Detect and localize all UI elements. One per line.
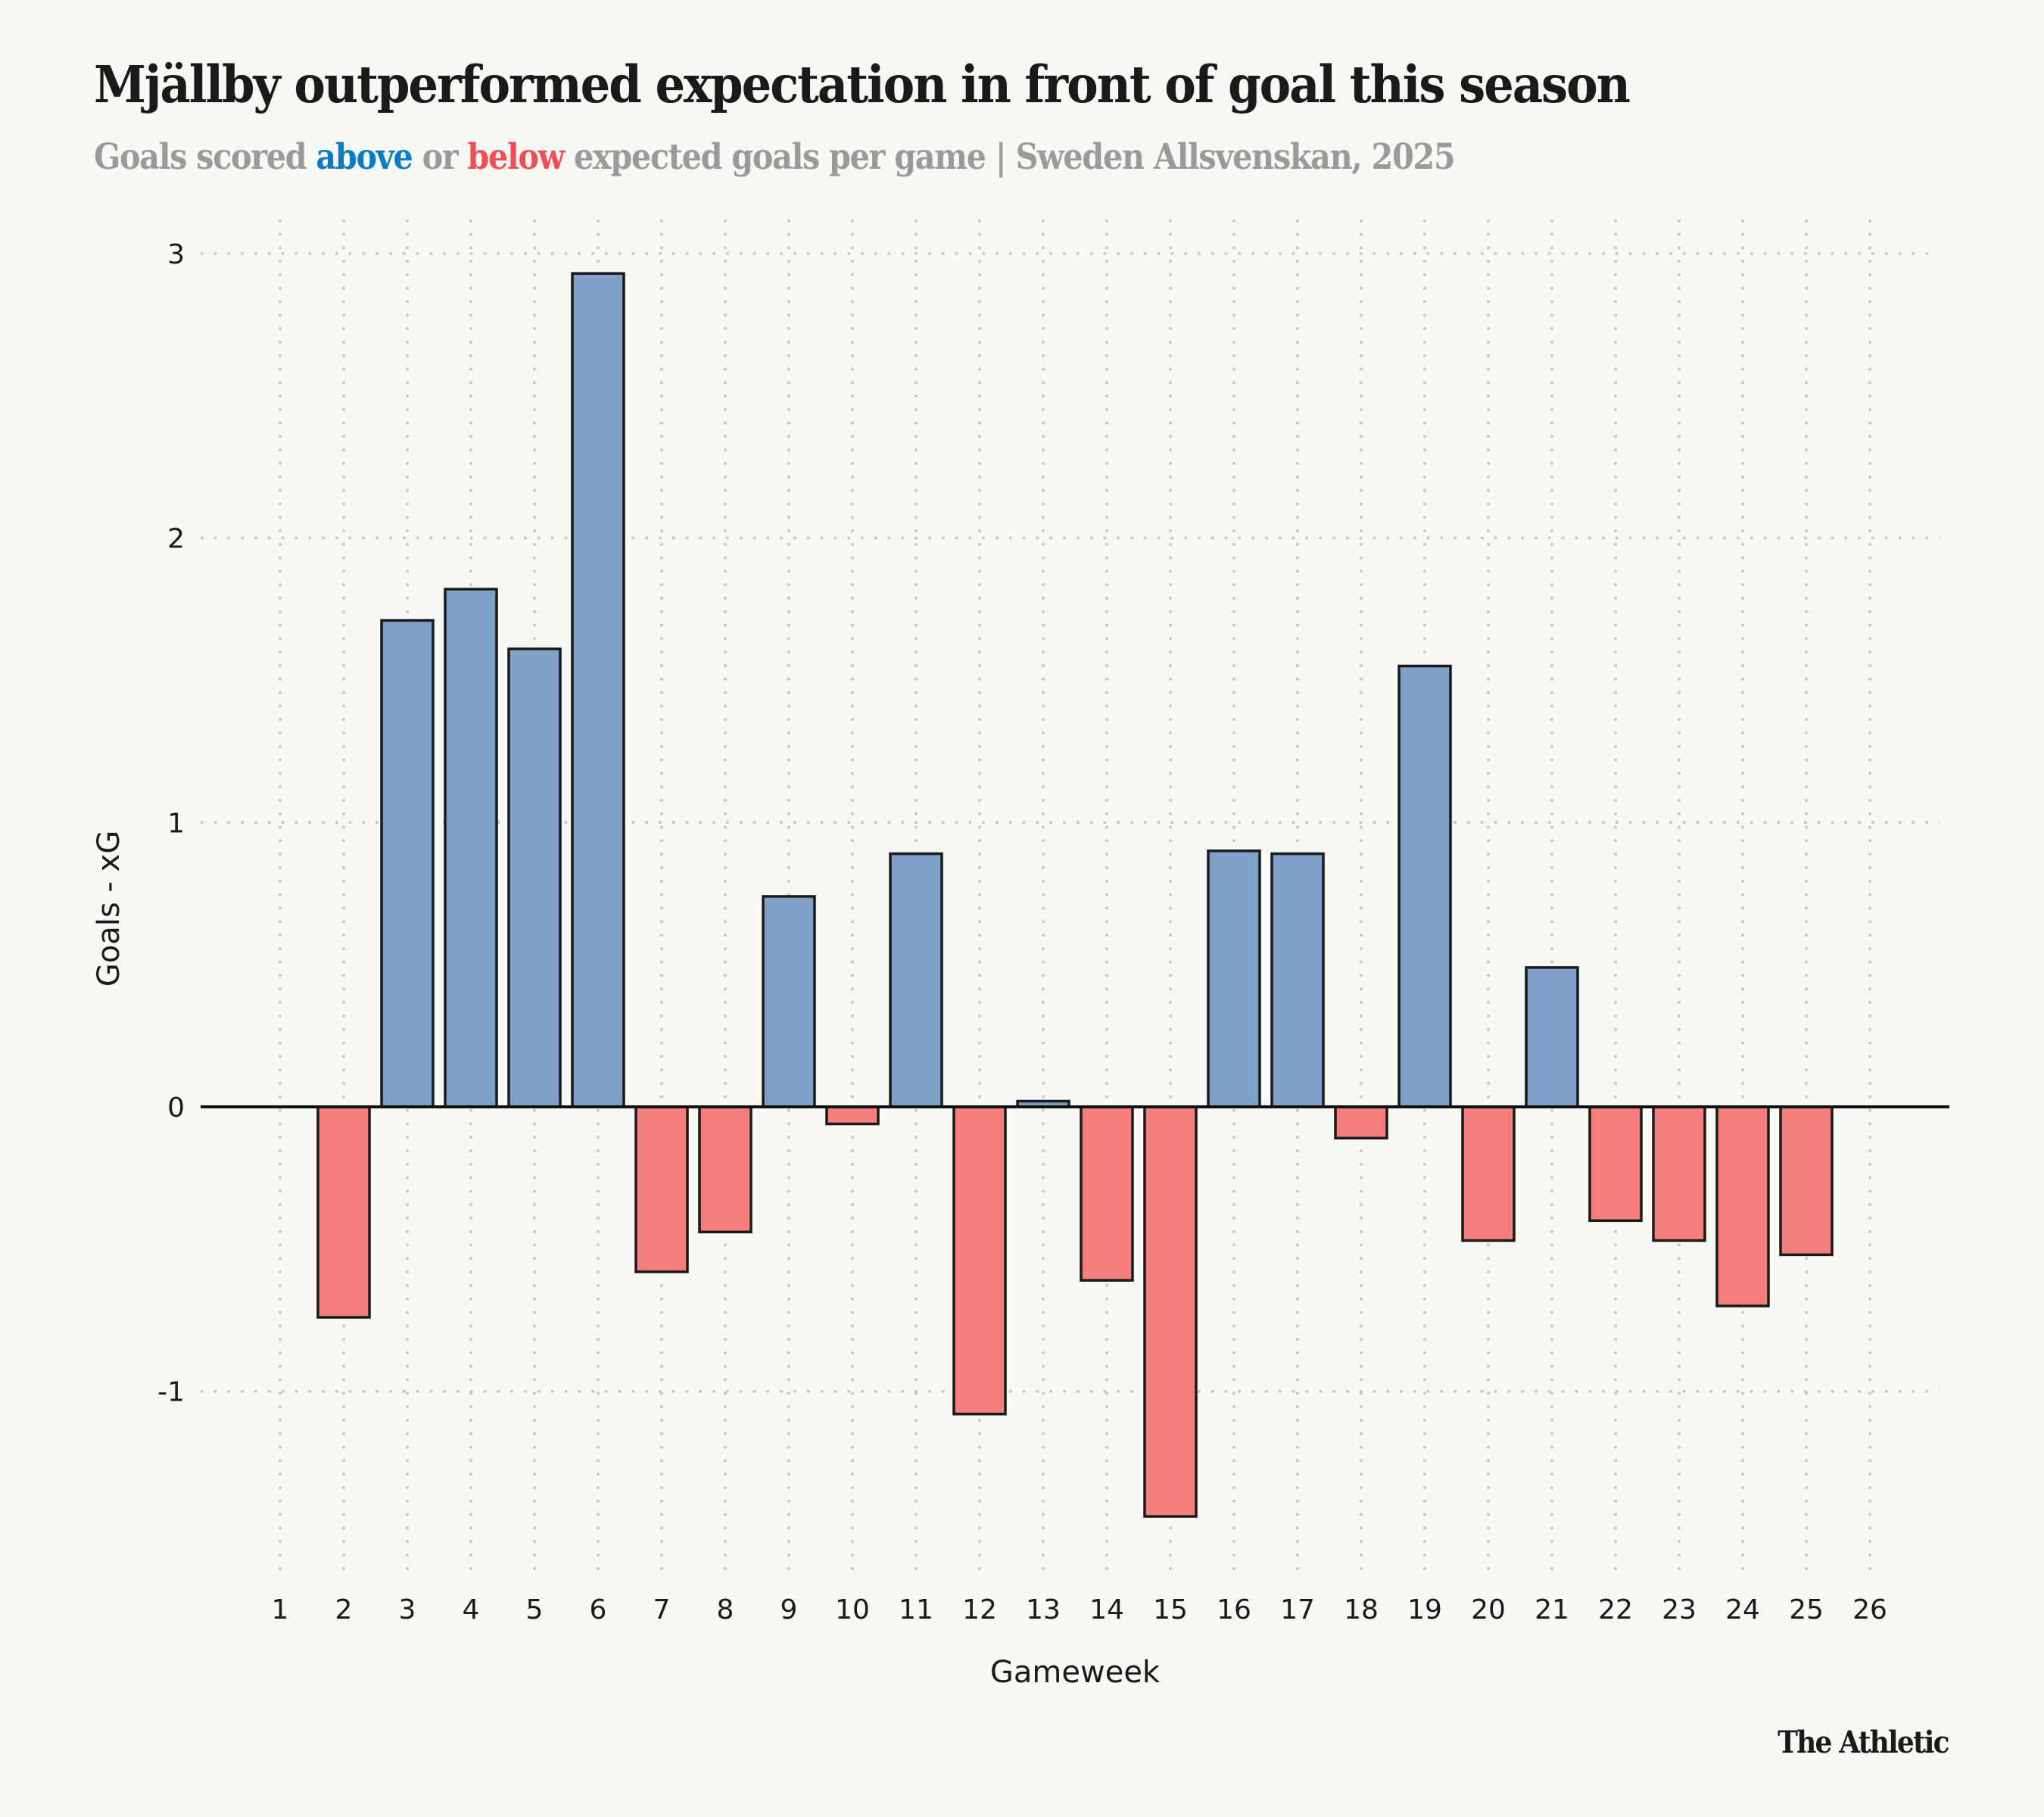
x-tick-label: 21 — [1535, 1594, 1569, 1625]
subtitle-above: above — [316, 136, 413, 178]
x-tick-label: 9 — [781, 1594, 798, 1625]
x-tick-label: 18 — [1344, 1594, 1379, 1625]
x-tick-label: 12 — [962, 1594, 997, 1625]
y-axis-title: Goals - xG — [92, 831, 126, 986]
bar-positive — [444, 587, 498, 1108]
x-tick-label: 19 — [1407, 1594, 1442, 1625]
brand-logo: The Athletic — [1778, 1725, 1950, 1760]
bar-negative — [825, 1105, 880, 1126]
bar-negative — [316, 1105, 371, 1319]
bar-negative — [1652, 1105, 1706, 1242]
bar-positive — [380, 619, 435, 1108]
x-tick-label: 17 — [1280, 1594, 1315, 1625]
bar-positive — [889, 852, 943, 1108]
bar-negative — [1143, 1105, 1198, 1518]
bar-negative — [1588, 1105, 1643, 1223]
bar-negative — [698, 1105, 752, 1234]
bar-positive — [1207, 849, 1261, 1108]
y-tick-label: 1 — [167, 808, 185, 839]
x-tick-label: 23 — [1662, 1594, 1697, 1625]
chart-subtitle: Goals scored above or below expected goa… — [94, 136, 1456, 178]
x-tick-label: 3 — [399, 1594, 416, 1625]
subtitle-text-1: Goals scored — [94, 136, 316, 178]
bar-positive — [1397, 664, 1452, 1108]
bar-negative — [634, 1105, 689, 1273]
x-tick-label: 1 — [272, 1594, 289, 1625]
bar-positive — [1525, 966, 1579, 1108]
x-tick-label: 7 — [653, 1594, 671, 1625]
bar-positive — [507, 647, 562, 1108]
subtitle-below: below — [467, 136, 565, 178]
bar-negative — [1461, 1105, 1516, 1242]
x-tick-label: 10 — [835, 1594, 870, 1625]
y-tick-label: -1 — [157, 1377, 185, 1408]
x-tick-label: 20 — [1471, 1594, 1506, 1625]
x-tick-label: 13 — [1026, 1594, 1061, 1625]
x-tick-label: 25 — [1789, 1594, 1824, 1625]
x-tick-label: 6 — [590, 1594, 607, 1625]
bar-negative — [1779, 1105, 1834, 1257]
subtitle-text-2: or — [412, 136, 468, 178]
bar-negative — [1334, 1105, 1388, 1140]
x-tick-label: 5 — [526, 1594, 544, 1625]
x-tick-label: 14 — [1089, 1594, 1124, 1625]
x-tick-label: 24 — [1725, 1594, 1760, 1625]
x-tick-label: 11 — [899, 1594, 933, 1625]
x-tick-label: 15 — [1153, 1594, 1188, 1625]
bar-negative — [1080, 1105, 1134, 1282]
x-tick-label: 4 — [463, 1594, 480, 1625]
bars — [316, 272, 1834, 1518]
y-tick-labels: -1 0 1 2 3 — [157, 239, 185, 1408]
x-tick-label: 8 — [717, 1594, 734, 1625]
bar-positive — [571, 272, 625, 1108]
bar-negative — [1715, 1105, 1770, 1307]
x-tick-labels: 1 2 3 4 5 6 7 8 9 10 11 12 13 14 15 16 17 18 19 20 21 22 23 24 2… — [272, 1594, 1887, 1625]
x-tick-label: 2 — [335, 1594, 353, 1625]
y-tick-label: 2 — [167, 524, 185, 555]
x-tick-label: 26 — [1852, 1594, 1887, 1625]
chart-title: Mjällby outperformed expectation in fron… — [94, 55, 1631, 114]
subtitle-text-3: expected goals per game | Sweden Allsven… — [563, 136, 1456, 178]
y-tick-label: 0 — [167, 1092, 185, 1124]
x-tick-label: 22 — [1598, 1594, 1633, 1625]
bar-negative — [952, 1105, 1007, 1416]
y-tick-label: 3 — [167, 239, 185, 270]
x-tick-label: 16 — [1217, 1594, 1251, 1625]
bar-positive — [762, 895, 816, 1108]
x-axis-title: Gameweek — [990, 1655, 1161, 1690]
bar-positive — [1270, 852, 1325, 1108]
